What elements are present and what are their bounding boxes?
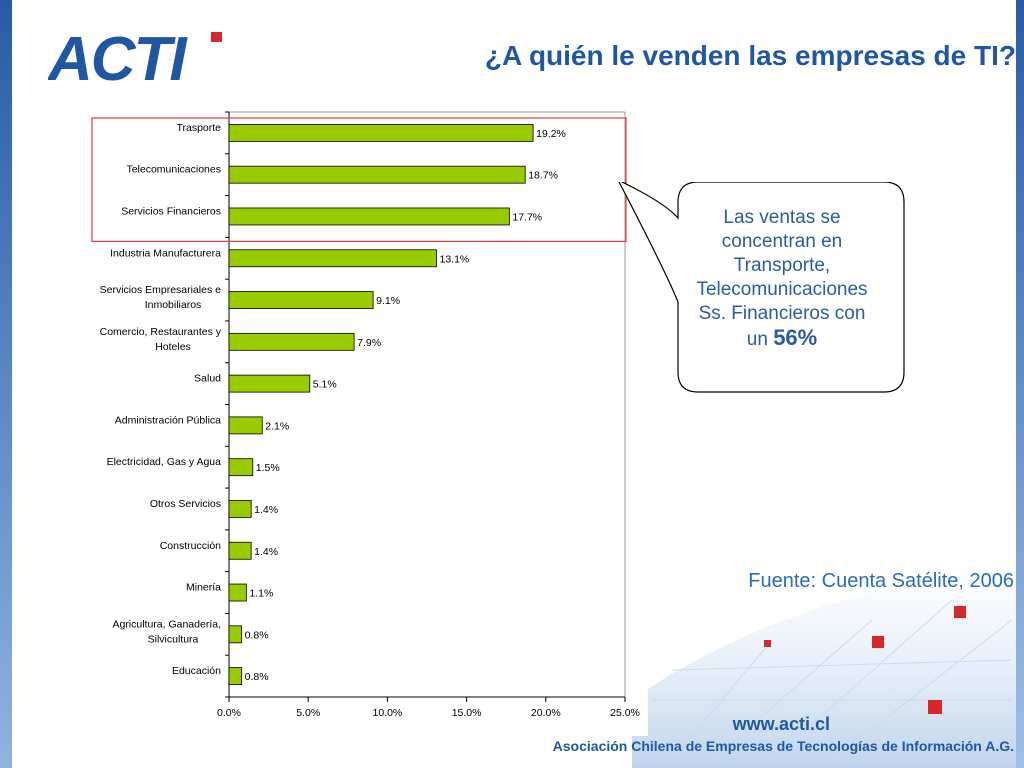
category-label-line: Inmobiliaros <box>145 299 202 311</box>
callout-line: Telecomunicaciones <box>696 279 868 300</box>
bar <box>228 500 252 518</box>
category-label: Salud <box>194 373 221 385</box>
bar <box>228 123 534 142</box>
bar-chart: 0.0% 5.0% 10.0% 15.0% 20.0% 25.0% 19.2% Traspor… <box>72 100 648 736</box>
category-label-line: Hoteles <box>155 341 191 353</box>
data-label: 9.1% <box>376 295 400 307</box>
data-label: 1.4% <box>254 504 278 516</box>
bar <box>228 332 355 351</box>
x-tick-label: 5.0% <box>296 707 320 719</box>
x-tick-label: 0.0% <box>217 707 241 719</box>
data-label: 1.1% <box>249 588 273 600</box>
data-label: 2.1% <box>265 420 289 432</box>
source-note: Fuente: Cuenta Satélite, 2006 <box>748 570 1014 592</box>
red-square-deco <box>764 640 771 647</box>
bar <box>228 249 437 268</box>
bar-chart-svg: 0.0% 5.0% 10.0% 15.0% 20.0% 25.0% 19.2% Traspor… <box>91 111 640 719</box>
category-label: Servicios Financieros <box>121 205 221 217</box>
callout-line: concentran en <box>721 231 843 252</box>
footer-url[interactable]: www.acti.cl <box>732 714 830 734</box>
category-label: Otros Servicios <box>150 498 221 510</box>
left-accent-bar <box>0 0 12 768</box>
callout-prefix: un <box>746 329 768 350</box>
category-label: Industria Manufacturera <box>110 247 221 259</box>
bar <box>228 374 311 393</box>
highlight-box <box>91 117 627 242</box>
x-tick-label: 20.0% <box>531 707 561 719</box>
data-label: 7.9% <box>357 337 381 349</box>
data-label: 0.8% <box>245 671 269 683</box>
data-label: 13.1% <box>440 253 470 265</box>
red-square-deco <box>954 606 966 618</box>
bar <box>228 458 254 477</box>
x-tick-label: 10.0% <box>373 707 403 719</box>
callout-line: Ss. Financieros con <box>698 303 866 324</box>
callout-text: Las ventas se concentran en Transporte, … <box>668 206 896 352</box>
data-label: 1.4% <box>254 546 278 558</box>
callout-bubble <box>618 182 905 393</box>
page-title: ¿A quién le venden las empresas de TI? <box>484 40 1016 71</box>
red-square-deco <box>872 636 884 648</box>
category-label: Electricidad, Gas y Agua <box>107 456 222 468</box>
bar <box>228 625 243 644</box>
data-label: 0.8% <box>245 629 269 641</box>
red-square-deco <box>928 700 942 714</box>
bar <box>228 416 263 435</box>
data-label: 19.2% <box>536 128 566 140</box>
category-label: Educación <box>172 665 221 677</box>
category-label: Servicios Empresariales e Inmobiliaros <box>100 284 222 311</box>
bar <box>228 291 374 309</box>
bar <box>228 541 252 560</box>
bar <box>228 207 510 226</box>
right-accent-bar <box>1016 0 1024 768</box>
category-label-line: Agricultura, Ganadería, <box>112 618 221 630</box>
category-label-line: Servicios Empresariales e <box>100 284 222 296</box>
category-label: Minería <box>186 582 221 594</box>
data-label: 17.7% <box>512 211 542 223</box>
acti-logo-red-dot <box>211 32 222 42</box>
footer-organization: Asociación Chilena de Empresas de Tecnol… <box>552 738 1014 754</box>
x-tick-label: 15.0% <box>452 707 482 719</box>
data-label: 5.1% <box>313 379 337 391</box>
callout-highlight: 56% <box>773 325 818 350</box>
category-label-line: Silvicultura <box>148 633 199 645</box>
acti-logo: ACTI <box>48 26 222 86</box>
callout-line: Las ventas se <box>723 207 841 228</box>
category-label: Administración Pública <box>115 414 221 426</box>
x-tick-label: 25.0% <box>610 707 640 719</box>
data-label: 18.7% <box>528 170 558 182</box>
data-label: 1.5% <box>256 462 280 474</box>
category-label-line: Comercio, Restaurantes y <box>100 326 222 338</box>
bar <box>228 667 243 686</box>
category-label: Agricultura, Ganadería, Silvicultura <box>112 618 221 645</box>
decorative-network-background <box>632 560 1016 768</box>
bar <box>228 583 247 602</box>
bar <box>228 165 526 184</box>
acti-logo-text: ACTI <box>48 26 188 86</box>
callout-last-line: un 56% <box>668 326 896 352</box>
category-label: Telecomunicaciones <box>126 164 221 176</box>
callout-line: Transporte, <box>733 255 831 276</box>
category-label: Construcción <box>160 540 221 552</box>
category-label: Comercio, Restaurantes y Hoteles <box>100 326 222 353</box>
category-label: Trasporte <box>176 122 221 134</box>
